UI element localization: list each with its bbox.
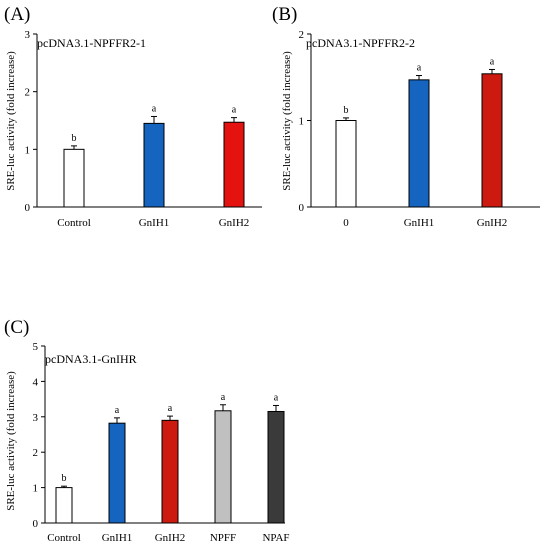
panel-b-plot: 0 1 2 b 0 a GnIH1 a GnIH2 — [299, 29, 540, 229]
bar-gnih1 — [408, 79, 430, 208]
panel-c-label: (C) — [4, 317, 29, 338]
bar-gnih1 — [143, 122, 165, 208]
bar-gnih1 — [108, 422, 126, 524]
y-tick-label: 3 — [25, 29, 31, 41]
category-label: GnIH2 — [477, 217, 508, 229]
category-label: Control — [47, 532, 81, 544]
category-label: NPFF — [210, 532, 236, 544]
panel-c-ylabel: SRE-luc activity (fold increase) — [5, 371, 17, 511]
category-label: 0 — [343, 217, 349, 229]
category-label: GnIH2 — [219, 217, 250, 229]
bar-npff — [214, 410, 232, 524]
significance-letter: b — [72, 133, 77, 144]
panel-a-ylabel: SRE-luc activity (fold increase) — [5, 51, 17, 191]
panel-a-plot: 0 1 2 3 b Control a GnIH1 a GnIH2 — [25, 29, 262, 229]
panel-b-title: pcDNA3.1-NPFFR2-2 — [306, 36, 415, 50]
panel-b-ylabel: SRE-luc activity (fold increase) — [281, 51, 293, 191]
panel-b-label: (B) — [272, 4, 297, 25]
significance-letter: a — [168, 403, 173, 414]
panel-a: (A) pcDNA3.1-NPFFR2-1 SRE-luc activity (… — [4, 4, 262, 229]
y-tick-label: 0 — [33, 518, 39, 530]
bar-gnih2 — [481, 73, 503, 208]
panel-c-title: pcDNA3.1-GnIHR — [45, 352, 137, 366]
significance-letter: a — [232, 105, 237, 116]
bar-control — [63, 148, 85, 208]
significance-letter: a — [115, 405, 120, 416]
panel-a-label: (A) — [4, 4, 30, 25]
y-tick-label: 4 — [33, 376, 39, 388]
panel-c: (C) pcDNA3.1-GnIHR SRE-luc activity (fol… — [4, 317, 290, 544]
y-tick-label: 0 — [299, 202, 305, 214]
panel-c-plot: 0 1 2 3 4 5 b Control a GnIH1 a GnIH2 a NPFF a NPAF — [33, 341, 290, 544]
y-tick-label: 1 — [299, 116, 305, 128]
significance-letter: a — [490, 56, 495, 67]
panel-b: (B) pcDNA3.1-NPFFR2-2 SRE-luc activity (… — [272, 4, 540, 229]
y-tick-label: 0 — [25, 202, 31, 214]
category-label: GnIH1 — [139, 217, 170, 229]
y-tick-label: 5 — [33, 341, 39, 353]
y-tick-label: 2 — [25, 87, 31, 99]
y-tick-label: 2 — [33, 447, 39, 459]
bar-gnih2 — [223, 121, 245, 208]
bar-control — [55, 487, 73, 524]
significance-letter: b — [344, 105, 349, 116]
significance-letter: a — [274, 392, 279, 403]
y-tick-label: 3 — [33, 412, 39, 424]
bar-0 — [335, 120, 357, 208]
category-label: GnIH1 — [404, 217, 435, 229]
significance-letter: b — [62, 473, 67, 484]
y-tick-label: 2 — [299, 29, 305, 41]
category-label: GnIH1 — [102, 532, 133, 544]
category-label: Control — [57, 217, 91, 229]
bar-npaf — [267, 410, 285, 524]
significance-letter: a — [417, 63, 422, 74]
significance-letter: a — [152, 103, 157, 114]
significance-letter: a — [221, 392, 226, 403]
bar-gnih2 — [161, 419, 179, 524]
category-label: GnIH2 — [155, 532, 186, 544]
panel-a-title: pcDNA3.1-NPFFR2-1 — [37, 36, 146, 50]
y-tick-label: 1 — [33, 483, 39, 495]
y-tick-label: 1 — [25, 144, 31, 156]
category-label: NPAF — [262, 532, 289, 544]
